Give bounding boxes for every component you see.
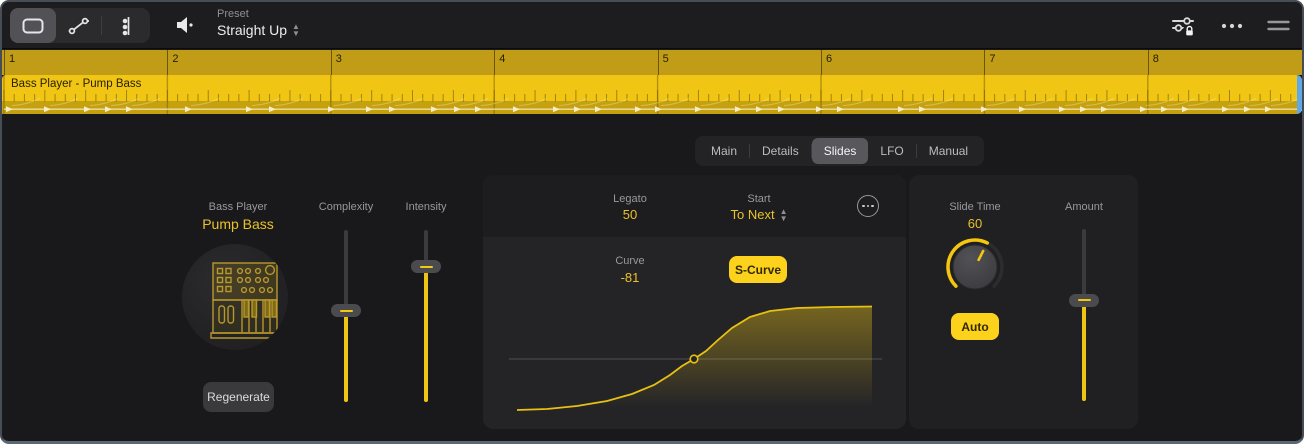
start-value: To Next [730,207,775,222]
complexity-slider-handle[interactable] [331,304,361,318]
segment-divider [101,16,102,35]
player-type-label: Bass Player [208,201,268,213]
regenerate-button[interactable]: Regenerate [203,382,274,412]
start-label: Start [747,193,771,205]
slide-time-value[interactable]: 60 [967,216,983,231]
more-ellipsis-icon[interactable] [1221,23,1243,29]
view-switcher [10,8,150,43]
amount-slider-handle[interactable] [1069,293,1099,307]
tab-main[interactable]: Main [711,144,738,158]
auto-button[interactable]: Auto [951,313,999,340]
tab-lfo[interactable]: LFO [880,144,904,158]
region-name: Bass Player - Pump Bass [11,78,142,90]
tab-details[interactable]: Details [762,144,799,158]
bar-number: 5 [662,53,669,65]
player-preset-name[interactable]: Pump Bass [202,216,274,232]
start-selector[interactable]: To Next ▲ ▼ [689,207,829,222]
stepper-icon: ▲ ▼ [292,22,300,38]
slide-time-panel: Slide Time 60 Auto Amount [909,175,1138,429]
automation-curve-icon [68,17,89,34]
legato-value[interactable]: 50 [622,207,638,222]
tab-divider [915,144,917,158]
bar-number: 4 [499,53,506,65]
bar-line [657,50,659,75]
region-box-icon [22,18,44,33]
tab-slides[interactable]: Slides [811,138,869,164]
tab-manual[interactable]: Manual [928,144,969,158]
synthesizer-illustration [210,262,280,339]
bar-line [821,50,822,75]
slides-panel-header: Legato 50 Start To Next ▲ ▼ [483,175,906,237]
editor-tab-bar: Main Details Slides LFO Manual [695,136,985,166]
bar-line [330,50,332,75]
intensity-label: Intensity [405,201,447,213]
player-avatar[interactable] [182,244,288,350]
tab-divider [810,144,812,158]
slides-panel: Legato 50 Start To Next ▲ ▼ Curve -81 S-C… [483,175,906,429]
track-region[interactable]: Bass Player - Pump Bass [2,75,1302,114]
slide-time-label: Slide Time [949,201,1001,213]
bar-line [984,50,986,75]
region-notes [2,75,1302,114]
bar-line [4,50,5,75]
region-resize-handle[interactable] [1297,75,1302,114]
curve-label: Curve [615,255,645,267]
amount-slider-fill [1082,300,1086,401]
preset-selector[interactable]: Preset Straight Up ▲ ▼ [217,8,300,39]
bar-number: 7 [989,53,996,65]
bar-ruler[interactable]: 1 2 3 4 5 6 7 8 [2,50,1302,75]
intensity-slider-handle[interactable] [411,260,441,274]
toolbar: Preset Straight Up ▲ ▼ [2,2,1302,49]
more-options-button[interactable] [857,195,879,217]
slide-time-knob[interactable] [938,230,1012,304]
curve-value[interactable]: -81 [620,270,640,285]
region-view-button[interactable] [10,8,56,43]
bar-line [494,50,496,75]
bar-number: 1 [9,53,16,65]
legato-label: Legato [613,193,647,205]
preset-label: Preset [217,8,249,20]
bar-number: 3 [335,53,342,65]
locked-settings-icon[interactable] [1170,12,1197,39]
complexity-label: Complexity [318,201,374,213]
intensity-slider-fill [424,266,428,402]
tab-divider [749,144,751,158]
slide-curve-graph[interactable] [483,285,906,429]
bar-number: 8 [1152,53,1159,65]
complexity-slider-fill [344,310,348,402]
notes-view-button[interactable] [102,8,148,43]
preset-value: Straight Up [217,22,288,38]
bar-line [1147,50,1149,75]
note-stack-icon [122,16,130,35]
bar-number: 6 [826,53,833,65]
stepper-icon: ▲ ▼ [779,206,788,223]
s-curve-button[interactable]: S-Curve [729,256,787,283]
drag-handle-icon[interactable] [1267,20,1290,31]
automation-view-button[interactable] [56,8,102,43]
bar-line [167,50,169,75]
bar-number: 2 [172,53,179,65]
speaker-icon[interactable] [174,14,200,36]
amount-label: Amount [1065,201,1103,213]
